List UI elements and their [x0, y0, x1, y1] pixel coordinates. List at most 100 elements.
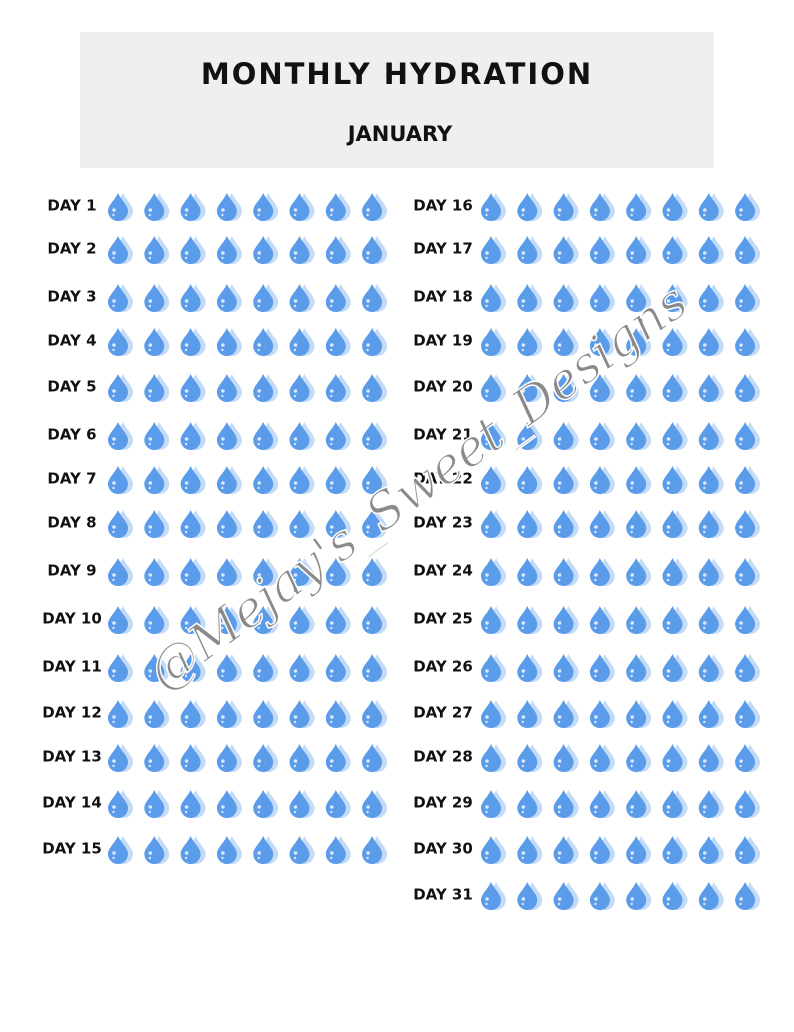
drop-shine	[739, 856, 742, 860]
day-label: DAY 17	[413, 240, 473, 258]
drop-shine	[594, 764, 597, 768]
drop-shine	[630, 256, 633, 260]
drop-shine	[148, 573, 153, 577]
water-drop	[553, 882, 579, 910]
drop-shine	[594, 674, 597, 678]
drop-shine	[112, 805, 116, 809]
water-drop	[589, 284, 615, 312]
drop-shine	[221, 851, 225, 855]
drop-shine	[184, 674, 188, 678]
drop-shine	[257, 578, 260, 582]
drop-shine	[221, 213, 224, 217]
drop-shine	[521, 437, 526, 441]
day-row: DAY 5	[47, 374, 388, 402]
drop-shine	[739, 764, 742, 768]
water-drop	[325, 700, 351, 728]
drop-shine	[666, 343, 671, 347]
drop-shine	[666, 674, 670, 678]
drop-shine	[148, 437, 153, 441]
drop-shine	[521, 715, 526, 719]
drop-shine	[739, 530, 742, 534]
drop-shine	[330, 669, 334, 673]
drop-shine	[148, 525, 153, 529]
water-drop	[589, 744, 615, 773]
water-drop	[735, 700, 761, 728]
drop-shine	[112, 251, 116, 255]
water-drop	[589, 328, 615, 357]
drop-shine	[148, 486, 151, 490]
drop-shine	[293, 805, 298, 809]
water-drop	[662, 700, 688, 728]
water-drop	[698, 193, 724, 221]
water-drop	[325, 790, 351, 818]
water-drop	[735, 374, 761, 402]
water-drop	[180, 284, 206, 312]
day-label: DAY 14	[42, 794, 102, 812]
water-drop	[180, 422, 206, 450]
drop-shine	[557, 343, 562, 347]
drop-shine	[739, 208, 743, 212]
drop-shine	[221, 578, 224, 582]
water-drop	[517, 466, 543, 494]
drop-shine	[594, 304, 597, 308]
drop-shine	[594, 348, 597, 352]
drop-shine	[184, 626, 188, 630]
water-drop	[144, 700, 170, 728]
water-drop	[626, 744, 652, 773]
water-drop	[289, 836, 315, 864]
water-drop	[589, 882, 615, 910]
drop-shine	[221, 805, 225, 809]
drop-shine	[293, 304, 297, 308]
water-drop	[108, 328, 133, 356]
water-drop	[362, 790, 388, 818]
drop-shine	[112, 720, 115, 724]
drop-shine	[184, 530, 188, 534]
drop-shine	[366, 621, 370, 625]
drop-shine	[630, 442, 633, 446]
drop-shine	[184, 299, 189, 303]
day-label: DAY 5	[47, 378, 96, 396]
water-drop	[289, 466, 315, 494]
header-box	[80, 32, 714, 168]
drop-shine	[330, 715, 334, 719]
drop-shine	[366, 394, 369, 398]
water-drop	[553, 510, 579, 538]
water-drop	[289, 328, 315, 357]
drop-shine	[184, 715, 189, 719]
water-drop	[553, 236, 579, 264]
drop-shine	[630, 530, 633, 534]
day-row: DAY 23	[413, 510, 761, 538]
drop-shine	[221, 530, 224, 534]
drop-shine	[366, 715, 370, 719]
drop-shine	[184, 348, 188, 352]
drop-shine	[221, 394, 224, 398]
water-drop	[626, 422, 652, 450]
drop-shine	[739, 669, 743, 673]
water-drop	[108, 790, 133, 818]
water-drop	[362, 284, 388, 312]
drop-shine	[521, 621, 526, 625]
day-row: DAY 12	[42, 700, 388, 729]
water-drop	[362, 328, 388, 357]
drop-shine	[112, 810, 115, 814]
water-drop	[626, 836, 652, 864]
drop-shine	[184, 669, 189, 673]
drop-shine	[666, 437, 671, 441]
water-drop	[481, 606, 506, 634]
drop-shine	[630, 621, 634, 625]
drop-shine	[330, 442, 333, 446]
drop-shine	[630, 715, 634, 719]
day-label: DAY 30	[413, 840, 473, 858]
drop-shine	[184, 208, 189, 212]
water-drop	[553, 558, 579, 586]
drop-shine	[739, 437, 743, 441]
water-drop	[735, 422, 761, 450]
drop-shine	[666, 669, 671, 673]
drop-shine	[485, 481, 489, 485]
water-drop	[589, 558, 615, 586]
drop-shine	[366, 810, 369, 814]
drop-shine	[703, 805, 707, 809]
drop-shine	[330, 348, 333, 352]
drop-shine	[594, 525, 598, 529]
drop-shine	[221, 715, 225, 719]
